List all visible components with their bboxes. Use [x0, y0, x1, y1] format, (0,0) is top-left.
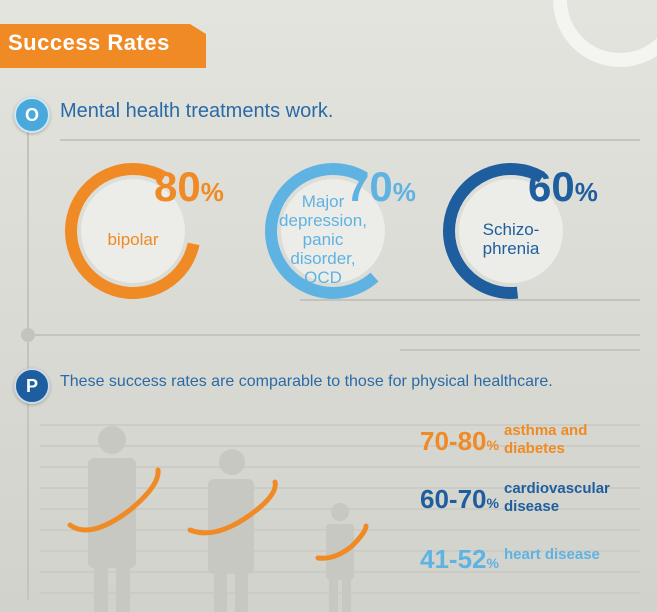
ring-bipolar: 80% bipolar	[58, 156, 224, 306]
ring-arc	[443, 163, 545, 299]
label-line: phrenia	[482, 239, 540, 258]
label-line: asthma and	[504, 422, 588, 439]
ring-schizophrenia: 60% Schizo- phrenia	[436, 156, 598, 306]
section-o-badge: O	[14, 97, 50, 133]
percent-number: 70	[346, 163, 393, 210]
ring-arc	[265, 163, 379, 299]
stat-label: asthma and diabetes	[504, 422, 587, 458]
ring-inner-disc	[281, 179, 385, 283]
percent-value: 70%	[346, 166, 416, 213]
label-line: bipolar	[107, 230, 159, 249]
percent-sign: %	[574, 177, 598, 207]
percent-number: 60	[528, 163, 575, 210]
label-line: OCD	[304, 268, 342, 287]
stat-range: 70-80%	[420, 426, 499, 457]
ring-arc	[65, 163, 200, 299]
percent-sign: %	[486, 437, 499, 453]
stat-range: 60-70%	[420, 484, 499, 515]
ring-graphic	[65, 163, 200, 299]
section-p-badge: P	[14, 368, 50, 404]
percent-value: 60%	[528, 166, 598, 213]
label-line: cardiovascular	[504, 480, 610, 497]
section-o-heading: Mental health treatments work.	[60, 100, 334, 122]
label-line: diabetes	[504, 440, 565, 457]
percent-sign: %	[392, 177, 416, 207]
ring-label: bipolar	[83, 230, 183, 249]
label-line: heart disease	[504, 546, 600, 563]
percent-value: 80%	[154, 166, 224, 213]
title-banner	[0, 24, 206, 68]
section-p-heading: These success rates are comparable to th…	[60, 373, 553, 390]
label-line: Major	[301, 192, 345, 211]
percent-number: 80	[154, 163, 201, 210]
ring-label: Schizo- phrenia	[461, 220, 561, 258]
ring-graphic	[265, 163, 385, 299]
percent-sign: %	[200, 177, 224, 207]
label-line: disease	[504, 498, 560, 515]
percent-sign: %	[486, 495, 499, 511]
stat-label: cardiovascular disease	[504, 480, 610, 516]
people-illustration	[67, 426, 369, 612]
label-line: depression,	[279, 211, 367, 230]
ring-label: Major depression, panic disorder, OCD	[268, 192, 378, 287]
ring-graphic	[443, 163, 563, 299]
ring-inner-disc	[459, 179, 563, 283]
ring-depression: 70% Major depression, panic disorder, OC…	[258, 156, 416, 306]
range-number: 41-52	[420, 544, 487, 574]
label-line: disorder,	[290, 249, 356, 268]
range-number: 60-70	[420, 484, 487, 514]
stat-label: heart disease	[504, 546, 600, 564]
range-number: 70-80	[420, 426, 487, 456]
stat-range: 41-52%	[420, 544, 499, 575]
page-title: Success Rates	[8, 30, 170, 55]
percent-sign: %	[486, 555, 499, 571]
label-line: panic	[302, 230, 344, 249]
ring-inner-disc	[81, 179, 185, 283]
label-line: Schizo-	[482, 220, 540, 239]
